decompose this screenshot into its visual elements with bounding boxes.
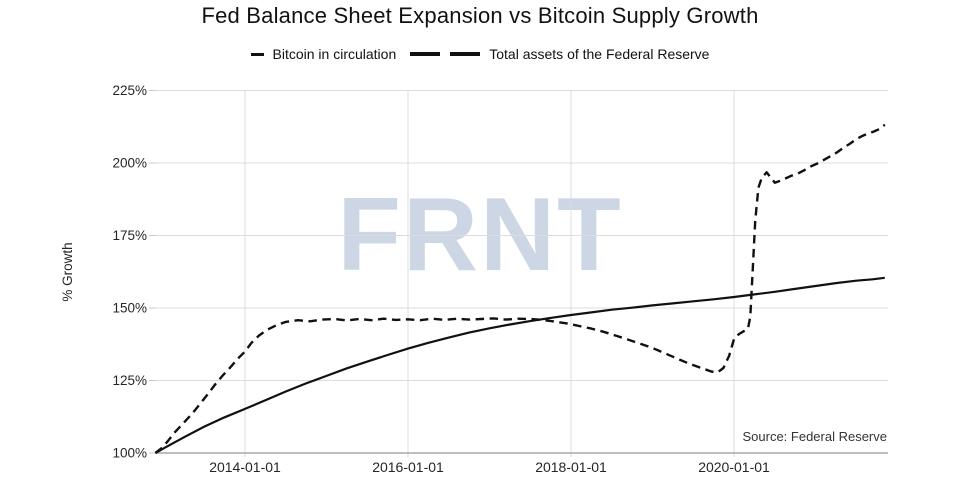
x-tick-label: 2018-01-01 xyxy=(535,459,607,475)
x-tick-label: 2014-01-01 xyxy=(209,459,281,475)
fed-line-key-icon xyxy=(410,52,481,56)
legend-label-bitcoin: Bitcoin in circulation xyxy=(272,46,397,62)
series-line-fed xyxy=(154,123,886,454)
y-tick-label: 150% xyxy=(112,301,147,316)
y-tick-label: 175% xyxy=(112,228,147,243)
source-note: Source: Federal Reserve xyxy=(742,429,887,444)
legend: Bitcoin in circulation Total assets of t… xyxy=(0,44,960,64)
chart-title: Fed Balance Sheet Expansion vs Bitcoin S… xyxy=(201,3,759,28)
y-tick-label: 125% xyxy=(112,373,147,388)
y-tick-label: 100% xyxy=(112,446,147,461)
legend-label-fed: Total assets of the Federal Reserve xyxy=(489,46,710,62)
y-tick-label: 200% xyxy=(112,156,147,171)
x-tick-label: 2020-01-01 xyxy=(698,459,770,475)
x-tick-label: 2016-01-01 xyxy=(372,459,444,475)
legend-item-fed: Total assets of the Federal Reserve xyxy=(410,46,709,62)
series-line-bitcoin xyxy=(154,276,885,454)
bitcoin-line-key-icon xyxy=(250,52,264,56)
y-tick-label: 225% xyxy=(112,83,147,98)
legend-item-bitcoin: Bitcoin in circulation xyxy=(250,46,397,62)
